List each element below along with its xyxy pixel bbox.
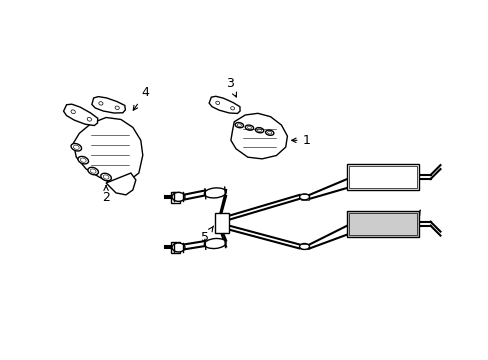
Text: 5: 5: [201, 226, 213, 244]
Text: 1: 1: [291, 134, 310, 147]
Ellipse shape: [215, 101, 219, 104]
Polygon shape: [63, 104, 98, 126]
Ellipse shape: [87, 117, 91, 121]
Bar: [346, 211, 418, 237]
Ellipse shape: [245, 125, 253, 130]
Ellipse shape: [90, 169, 96, 173]
Text: 3: 3: [226, 77, 236, 97]
Polygon shape: [230, 113, 287, 159]
Ellipse shape: [103, 175, 109, 179]
Ellipse shape: [88, 167, 98, 175]
Ellipse shape: [99, 102, 103, 105]
Ellipse shape: [230, 107, 234, 110]
Ellipse shape: [257, 129, 261, 131]
Ellipse shape: [80, 158, 86, 162]
Bar: [348, 166, 416, 188]
Ellipse shape: [73, 145, 79, 149]
Text: 6: 6: [409, 210, 420, 228]
Ellipse shape: [172, 192, 184, 201]
Ellipse shape: [115, 106, 119, 109]
Ellipse shape: [172, 243, 184, 252]
Polygon shape: [106, 173, 136, 195]
Polygon shape: [73, 117, 142, 183]
Ellipse shape: [71, 110, 75, 114]
Bar: [215, 213, 229, 233]
Ellipse shape: [247, 126, 251, 129]
Bar: [346, 164, 418, 190]
Bar: [171, 192, 180, 203]
Ellipse shape: [265, 130, 273, 135]
Ellipse shape: [299, 243, 309, 249]
Bar: [348, 213, 416, 235]
Ellipse shape: [235, 122, 243, 128]
Ellipse shape: [267, 131, 271, 134]
Ellipse shape: [204, 188, 225, 198]
Ellipse shape: [255, 127, 263, 133]
Bar: [171, 242, 180, 253]
Text: 2: 2: [102, 186, 110, 204]
Polygon shape: [92, 96, 125, 113]
Ellipse shape: [78, 156, 88, 164]
Ellipse shape: [237, 124, 241, 126]
Ellipse shape: [299, 194, 309, 200]
Ellipse shape: [71, 144, 81, 151]
Ellipse shape: [101, 173, 111, 181]
Polygon shape: [209, 96, 240, 113]
Ellipse shape: [204, 238, 225, 248]
Text: 4: 4: [133, 86, 149, 110]
